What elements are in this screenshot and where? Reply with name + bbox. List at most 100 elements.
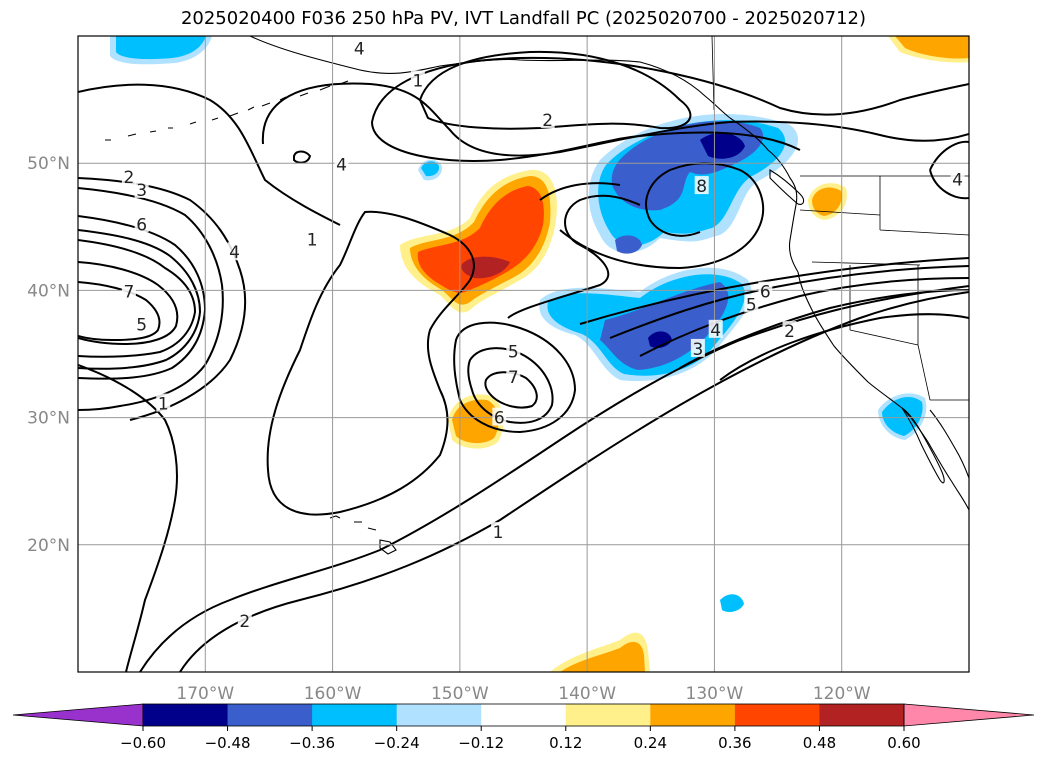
colorbar-tick-label: −0.36 [289, 734, 335, 752]
contour-label-bg [305, 229, 320, 248]
pv-contour-1-south [78, 364, 178, 672]
map-title: 2025020400 F036 250 hPa PV, IVT Landfall… [180, 8, 867, 29]
pv-contour-7-west [78, 239, 197, 358]
map-gridlines [78, 36, 969, 672]
lon-tick-label: 150°W [431, 684, 489, 704]
lon-tick-label: 140°W [558, 684, 616, 704]
contour-label: 6 [136, 215, 147, 235]
pv-contour-4-north [261, 82, 969, 157]
lon-tick-label: 130°W [686, 684, 744, 704]
contour-label: 1 [493, 523, 504, 543]
shade-neg-024 [116, 36, 206, 60]
shade-pos-024 [812, 187, 842, 216]
lat-tick-label: 30°N [27, 409, 70, 429]
contour-label-bg [950, 169, 965, 188]
lat-tick-labels: 20°N 30°N 40°N 50°N [27, 154, 70, 556]
borders [711, 36, 969, 401]
contour-label-bg [506, 341, 521, 360]
contour-label-bg [121, 281, 136, 300]
contour-label: 4 [952, 171, 963, 191]
lat-tick-label: 40°N [27, 281, 70, 301]
colorbar: −0.60 −0.48 −0.36 −0.24 −0.12 0.12 0.24 0.36 0.4… [12, 703, 1035, 752]
contour-label: 1 [412, 72, 423, 92]
contour-label-bg [491, 522, 506, 541]
pv-contour-2-subtrop [139, 285, 969, 672]
contour-label-bg [334, 154, 349, 173]
colorbar-extend-low [12, 703, 144, 727]
colorbar-segment [312, 704, 398, 726]
contour-label-bg [708, 319, 723, 338]
pv-contour-4-small [293, 150, 312, 164]
pv-contour-4-east [929, 140, 969, 200]
contour-label-bg [758, 281, 773, 300]
contour-label: 7 [124, 283, 135, 303]
contour-label: 2 [239, 612, 250, 632]
pv-contour-1-subtrop [179, 291, 969, 672]
state-lines [799, 176, 969, 401]
contour-label: 6 [760, 283, 771, 303]
colorbar-tick-label: 0.12 [549, 734, 582, 752]
contour-label-bg [782, 321, 797, 340]
map-frame [77, 35, 970, 673]
contour-label-bg [134, 214, 149, 233]
colorbar-segment [819, 704, 905, 726]
shade-neg-024 [421, 161, 440, 177]
colorbar-segment [143, 704, 229, 726]
contour-label: 1 [307, 231, 318, 251]
contour-label-bg [540, 109, 555, 128]
pv-contour-trough-b [559, 162, 765, 270]
contour-label: 4 [229, 243, 240, 263]
colorbar-segment [734, 704, 820, 726]
colorbar-tick-label: −0.24 [374, 734, 420, 752]
contour-label: 3 [692, 340, 703, 360]
contour-label: 2 [784, 322, 795, 342]
colorbar-tick-label: −0.12 [458, 734, 504, 752]
contour-label-bg [121, 167, 136, 186]
contour-label-bg [492, 407, 507, 426]
shade-neg-036 [600, 282, 729, 370]
lon-tick-label: 120°W [813, 684, 871, 704]
coastlines [105, 36, 969, 555]
colorbar-tick-label: −0.60 [120, 734, 166, 752]
lon-tick-labels: 170°W 160°W 150°W 140°W 130°W 120°W [176, 684, 870, 704]
lon-tick-label: 160°W [304, 684, 362, 704]
pv-contour-trough-c [539, 182, 621, 201]
colorbar-tick-label: 0.60 [887, 734, 920, 752]
colorbar-tick-label: 0.36 [718, 734, 751, 752]
pv-contour-3-west [78, 187, 224, 411]
shade-neg-048 [700, 132, 745, 159]
contour-label: 2 [124, 168, 135, 188]
contour-label: 4 [336, 155, 347, 175]
gulf-coast [929, 409, 969, 479]
vancouver-island [769, 169, 805, 205]
pv-contour-2-north [371, 56, 969, 123]
contour-label: 5 [136, 316, 147, 336]
colorbar-tick-label: −0.48 [205, 734, 251, 752]
contour-label: 2 [542, 111, 553, 131]
colorbar-segment [396, 704, 482, 726]
lon-tick-label: 170°W [176, 684, 234, 704]
pv-contour-extra-west1 [78, 229, 202, 370]
aleutian-islands [105, 80, 349, 141]
lat-tick-label: 20°N [27, 536, 70, 556]
pv-contour-2-west [78, 177, 247, 421]
contour-label-bg [227, 242, 242, 261]
pv-contours [78, 50, 969, 672]
contour-label: 1 [158, 395, 169, 415]
contour-label: 6 [494, 409, 505, 429]
contour-label-bg [506, 366, 521, 385]
colorbar-frame [142, 703, 905, 727]
contour-label: 5 [746, 295, 757, 315]
contour-label-bg [690, 338, 705, 357]
contour-label: 7 [508, 368, 519, 388]
contour-label: 3 [136, 181, 147, 201]
contour-label-bg [744, 294, 759, 313]
contour-label: 4 [710, 321, 721, 341]
hawaii-islands [329, 515, 397, 555]
contour-label-bg [156, 393, 171, 412]
pv-contour-1-west [78, 83, 341, 226]
pv-contour-2-east [719, 313, 969, 381]
shade-pos-024 [560, 641, 645, 672]
